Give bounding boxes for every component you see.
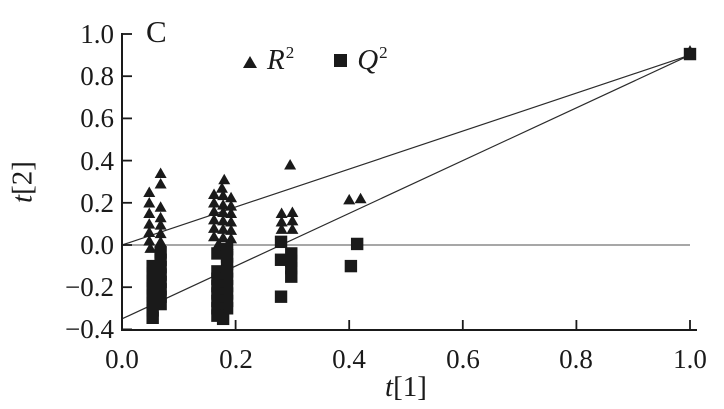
r2-point xyxy=(208,230,221,242)
axes-layer xyxy=(121,33,697,331)
r2-point xyxy=(217,214,230,226)
data-points-layer xyxy=(143,45,697,326)
r2-point xyxy=(143,218,156,229)
r2-point xyxy=(225,207,238,219)
q2-point xyxy=(344,259,358,273)
axis-frame xyxy=(121,33,697,331)
r2-fit-line xyxy=(121,54,691,246)
legend: R2 Q2 xyxy=(243,43,388,76)
r2-point xyxy=(154,227,167,239)
r2-point xyxy=(217,189,230,201)
r2-point xyxy=(215,182,228,193)
r2-point xyxy=(225,215,238,227)
legend-label-r2-sup: 2 xyxy=(285,43,295,63)
x-tick-label: 0.4 xyxy=(332,344,366,374)
q2-fit-line xyxy=(121,54,691,320)
legend-label-r2: R2 xyxy=(267,43,295,76)
x-axis-label-rest: [1] xyxy=(393,371,427,403)
x-axis-label-italic: t xyxy=(385,371,394,403)
r2-point xyxy=(144,242,157,253)
r2-point xyxy=(275,215,288,227)
x-tick-label: 0.8 xyxy=(559,344,593,374)
q2-point xyxy=(683,47,697,61)
r2-point xyxy=(154,219,167,230)
legend-item-q2: Q2 xyxy=(334,43,388,76)
r2-point xyxy=(286,206,299,217)
r2-point xyxy=(218,173,231,185)
y-tick-label: 0.2 xyxy=(80,188,114,218)
r2-point xyxy=(208,197,221,208)
panel-label: C xyxy=(146,14,167,49)
r2-point xyxy=(154,236,167,247)
r2-point xyxy=(154,211,167,223)
legend-label-q2-base: Q xyxy=(357,44,379,76)
y-tick-label: −0.2 xyxy=(65,272,114,302)
legend-label-q2: Q2 xyxy=(357,43,388,76)
r2-point xyxy=(154,201,167,212)
q2-point xyxy=(154,297,167,311)
x-tick-label: 1.0 xyxy=(673,344,707,374)
legend-item-r2: R2 xyxy=(243,43,295,76)
r2-point xyxy=(275,223,288,234)
r2-point xyxy=(343,193,356,205)
y-tick-label: 0.6 xyxy=(80,103,114,133)
q2-point xyxy=(274,235,288,249)
q2-point xyxy=(216,312,230,326)
q2-square-marker-icon xyxy=(334,54,348,67)
r2-point xyxy=(217,206,230,217)
r2-point xyxy=(217,199,230,210)
r2-point xyxy=(225,224,238,235)
y-axis-label-italic: t xyxy=(6,194,39,203)
y-tick-label: 1.0 xyxy=(80,19,114,49)
r2-point xyxy=(143,186,156,197)
r2-point xyxy=(284,159,297,170)
r2-point xyxy=(143,226,156,238)
r2-point xyxy=(286,214,299,226)
r2-point xyxy=(354,192,367,204)
y-tick-label: 0.0 xyxy=(80,230,114,260)
y-axis-label-rest: [2] xyxy=(6,161,39,195)
x-axis-label: t[1] xyxy=(385,371,427,404)
legend-label-q2-sup: 2 xyxy=(379,43,388,63)
r2-point xyxy=(208,213,221,225)
x-tick-label: 0.2 xyxy=(219,344,253,374)
r2-point xyxy=(143,234,156,246)
r2-point xyxy=(208,222,221,233)
r2-triangle-marker-icon xyxy=(243,55,257,68)
r2-point xyxy=(286,223,299,234)
q2-point xyxy=(146,311,159,324)
r2-point xyxy=(217,223,230,234)
r2-point xyxy=(154,178,167,189)
r2-point xyxy=(208,188,221,200)
x-tick-label: 0.0 xyxy=(105,344,139,374)
r2-point xyxy=(275,207,288,219)
y-tick-label: 0.4 xyxy=(80,146,114,176)
reference-lines-layer xyxy=(121,54,691,320)
y-tick-label: −0.4 xyxy=(65,314,114,344)
x-tick-label: 0.6 xyxy=(446,344,480,374)
r2-point xyxy=(154,167,167,178)
r2-point xyxy=(208,205,221,216)
q2-point xyxy=(211,247,224,260)
q2-point xyxy=(274,253,288,266)
y-axis-label: t[2] xyxy=(7,161,40,203)
q2-point xyxy=(274,290,288,303)
r2-point xyxy=(143,207,156,219)
legend-label-r2-base: R xyxy=(267,44,285,76)
q2-point xyxy=(350,237,364,251)
r2-point xyxy=(143,197,156,208)
r2-point xyxy=(217,231,230,243)
r2-point xyxy=(225,200,238,211)
y-tick-label: 0.8 xyxy=(80,61,114,91)
q2-point xyxy=(220,302,234,315)
r2-point xyxy=(225,191,238,203)
q2-point xyxy=(285,270,298,283)
